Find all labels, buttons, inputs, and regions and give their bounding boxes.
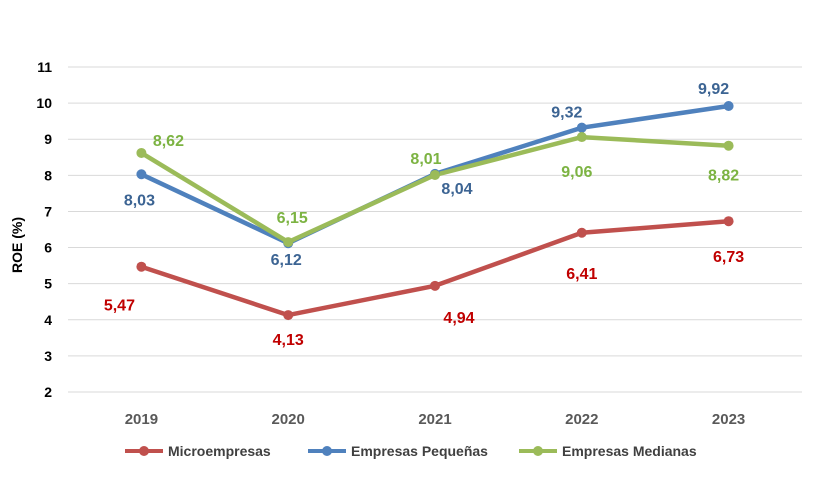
data-point [430, 169, 440, 180]
gridlines [68, 66, 802, 393]
y-tick-label: 4 [44, 312, 52, 328]
data-label: 6,15 [277, 210, 308, 227]
legend-marker [533, 446, 543, 456]
legend-label: Empresas Pequeñas [351, 443, 488, 459]
x-tick-label: 2020 [272, 411, 305, 428]
data-label: 9,92 [698, 81, 729, 98]
data-label: 9,32 [551, 105, 582, 122]
y-tick-label: 9 [44, 131, 52, 147]
legend-item: Empresas Medianas [519, 443, 697, 459]
data-label: 5,47 [104, 298, 135, 315]
data-label: 6,41 [566, 266, 597, 283]
data-point [136, 169, 147, 180]
series-points [136, 101, 734, 321]
data-label: 8,03 [124, 192, 155, 209]
data-label: 8,62 [153, 133, 184, 150]
data-point [576, 122, 587, 133]
data-point [723, 101, 734, 111]
data-point [283, 237, 294, 248]
y-tick-label: 6 [44, 240, 52, 256]
data-labels: 5,47 4,13 4,94 6,41 6,73 8,03 6,12 8,04 9,32 9,92… [104, 81, 744, 349]
legend-marker [322, 446, 332, 456]
legend-label: Microempresas [168, 443, 271, 459]
data-label: 9,06 [561, 164, 592, 181]
data-point [576, 227, 587, 238]
x-axis-ticks: 2019 2020 2021 2022 2023 [125, 411, 746, 428]
legend-item: Empresas Pequeñas [308, 443, 488, 459]
x-tick-label: 2022 [565, 411, 598, 428]
y-tick-label: 3 [44, 348, 52, 364]
x-tick-label: 2023 [712, 411, 745, 428]
x-tick-label: 2019 [125, 411, 158, 428]
data-point [723, 216, 734, 227]
legend-marker [139, 446, 149, 456]
legend: Microempresas Empresas Pequeñas Empresas M… [125, 443, 697, 459]
data-label: 6,73 [713, 249, 744, 266]
data-point [136, 147, 147, 158]
y-tick-label: 5 [44, 276, 52, 292]
data-label: 6,12 [271, 252, 302, 269]
data-point [723, 140, 734, 151]
series-line-0 [139, 218, 731, 318]
legend-label: Empresas Medianas [562, 443, 697, 459]
data-point [576, 132, 587, 143]
y-axis-ticks: 2 3 4 5 6 7 8 9 10 11 [36, 59, 52, 400]
legend-item: Microempresas [125, 443, 271, 459]
data-label: 4,13 [273, 332, 304, 349]
y-tick-label: 8 [44, 167, 52, 183]
y-tick-label: 7 [44, 203, 52, 219]
y-tick-label: 11 [37, 59, 52, 75]
y-tick-label: 10 [36, 95, 52, 111]
data-label: 8,82 [708, 168, 739, 185]
data-label: 8,01 [410, 151, 441, 168]
data-label: 4,94 [443, 310, 474, 327]
data-label: 8,04 [441, 181, 472, 198]
x-tick-label: 2021 [418, 411, 451, 428]
y-tick-label: 2 [44, 384, 52, 400]
data-point [283, 310, 294, 321]
data-point [136, 261, 147, 272]
y-axis-label: ROE (%) [9, 217, 25, 273]
data-point [430, 280, 440, 291]
